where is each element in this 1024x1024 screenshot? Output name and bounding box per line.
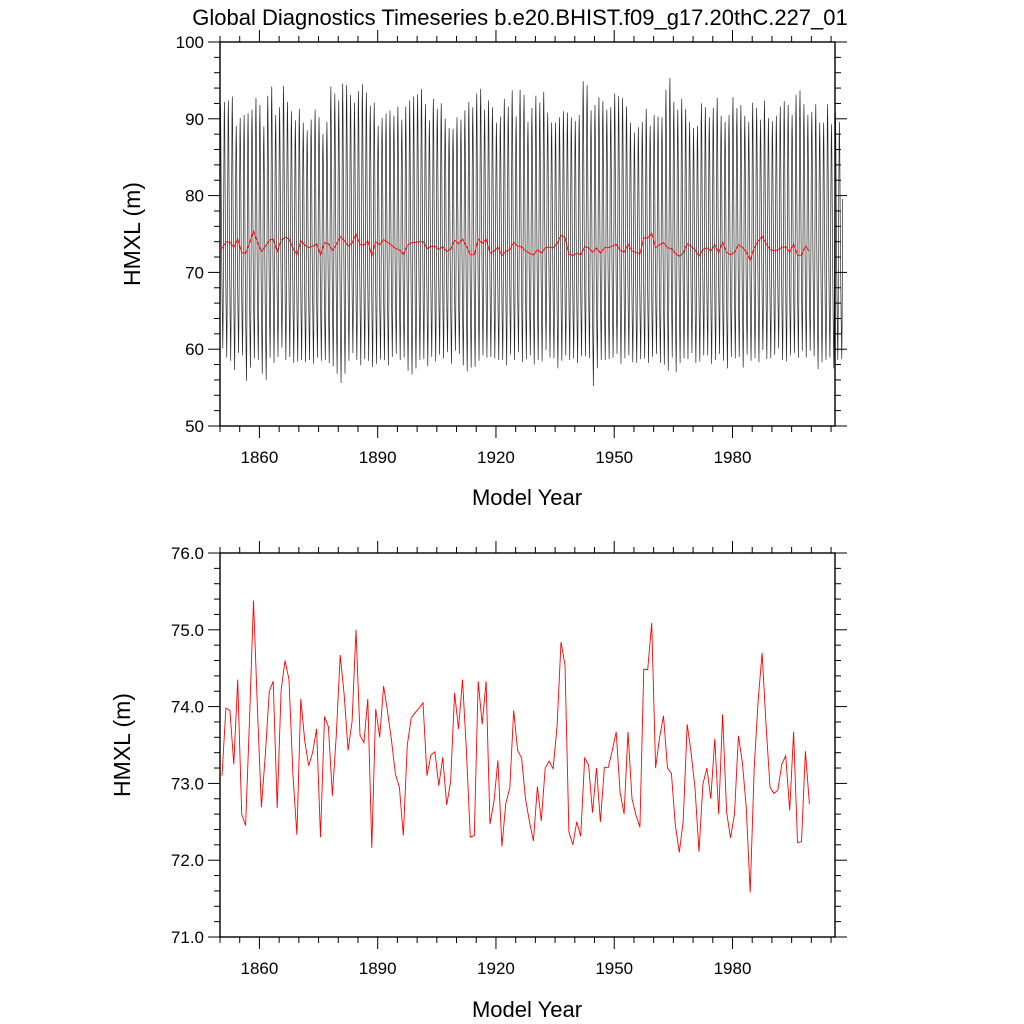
top-y-tick-label: 90 [185, 110, 204, 129]
bottom-x-tick-label: 1920 [477, 959, 515, 978]
bottom-y-tick-label: 75.0 [171, 621, 204, 640]
bottom-x-tick-labels: 1860 1890 1920 1950 1980 [241, 959, 752, 978]
top-x-tick-label: 1980 [714, 448, 752, 467]
bottom-x-axis-label: Model Year [472, 997, 582, 1022]
top-x-tick-label: 1890 [359, 448, 397, 467]
top-x-tick-labels: 1860 1890 1920 1950 1980 [241, 448, 752, 467]
top-x-tick-label: 1950 [595, 448, 633, 467]
top-x-tick-label: 1860 [241, 448, 279, 467]
top-x-tick-label: 1920 [477, 448, 515, 467]
bottom-plot-frame [219, 552, 836, 938]
top-y-tick-label: 50 [185, 417, 204, 436]
top-plot-frame [219, 41, 836, 427]
bottom-y-tick-label: 73.0 [171, 774, 204, 793]
top-y-tick-label: 100 [176, 33, 204, 52]
top-y-tick-label: 80 [185, 187, 204, 206]
bottom-y-axis-label: HMXL (m) [109, 693, 135, 797]
bottom-panel: 71.0 72.0 73.0 74.0 75.0 76.0 1860 1890 1920 195… [109, 541, 847, 1022]
bottom-axis-ticks [208, 541, 847, 949]
bottom-x-tick-label: 1890 [359, 959, 397, 978]
bottom-annual-mean-line [221, 600, 810, 893]
top-monthly-line [219, 78, 844, 387]
figure-title: Global Diagnostics Timeseries b.e20.BHIS… [192, 5, 848, 30]
bottom-y-tick-labels: 71.0 72.0 73.0 74.0 75.0 76.0 [171, 544, 204, 947]
top-monthly-series [219, 78, 844, 387]
top-axis-ticks [208, 30, 847, 438]
bottom-x-tick-label: 1860 [241, 959, 279, 978]
bottom-x-tick-label: 1980 [714, 959, 752, 978]
top-y-tick-label: 60 [185, 340, 204, 359]
bottom-y-tick-label: 76.0 [171, 544, 204, 563]
top-y-tick-labels: 50 60 70 80 90 100 [176, 33, 204, 436]
bottom-y-tick-label: 72.0 [171, 851, 204, 870]
top-y-axis-label: HMXL (m) [119, 182, 145, 286]
top-panel: 50 60 70 80 90 100 1860 1890 1920 1950 1980 HMXL … [119, 30, 847, 510]
top-x-axis-label: Model Year [472, 485, 582, 510]
bottom-y-tick-label: 71.0 [171, 928, 204, 947]
bottom-x-tick-label: 1950 [595, 959, 633, 978]
bottom-y-tick-label: 74.0 [171, 698, 204, 717]
top-y-tick-label: 70 [185, 263, 204, 282]
top-annual-mean-line [221, 229, 810, 262]
